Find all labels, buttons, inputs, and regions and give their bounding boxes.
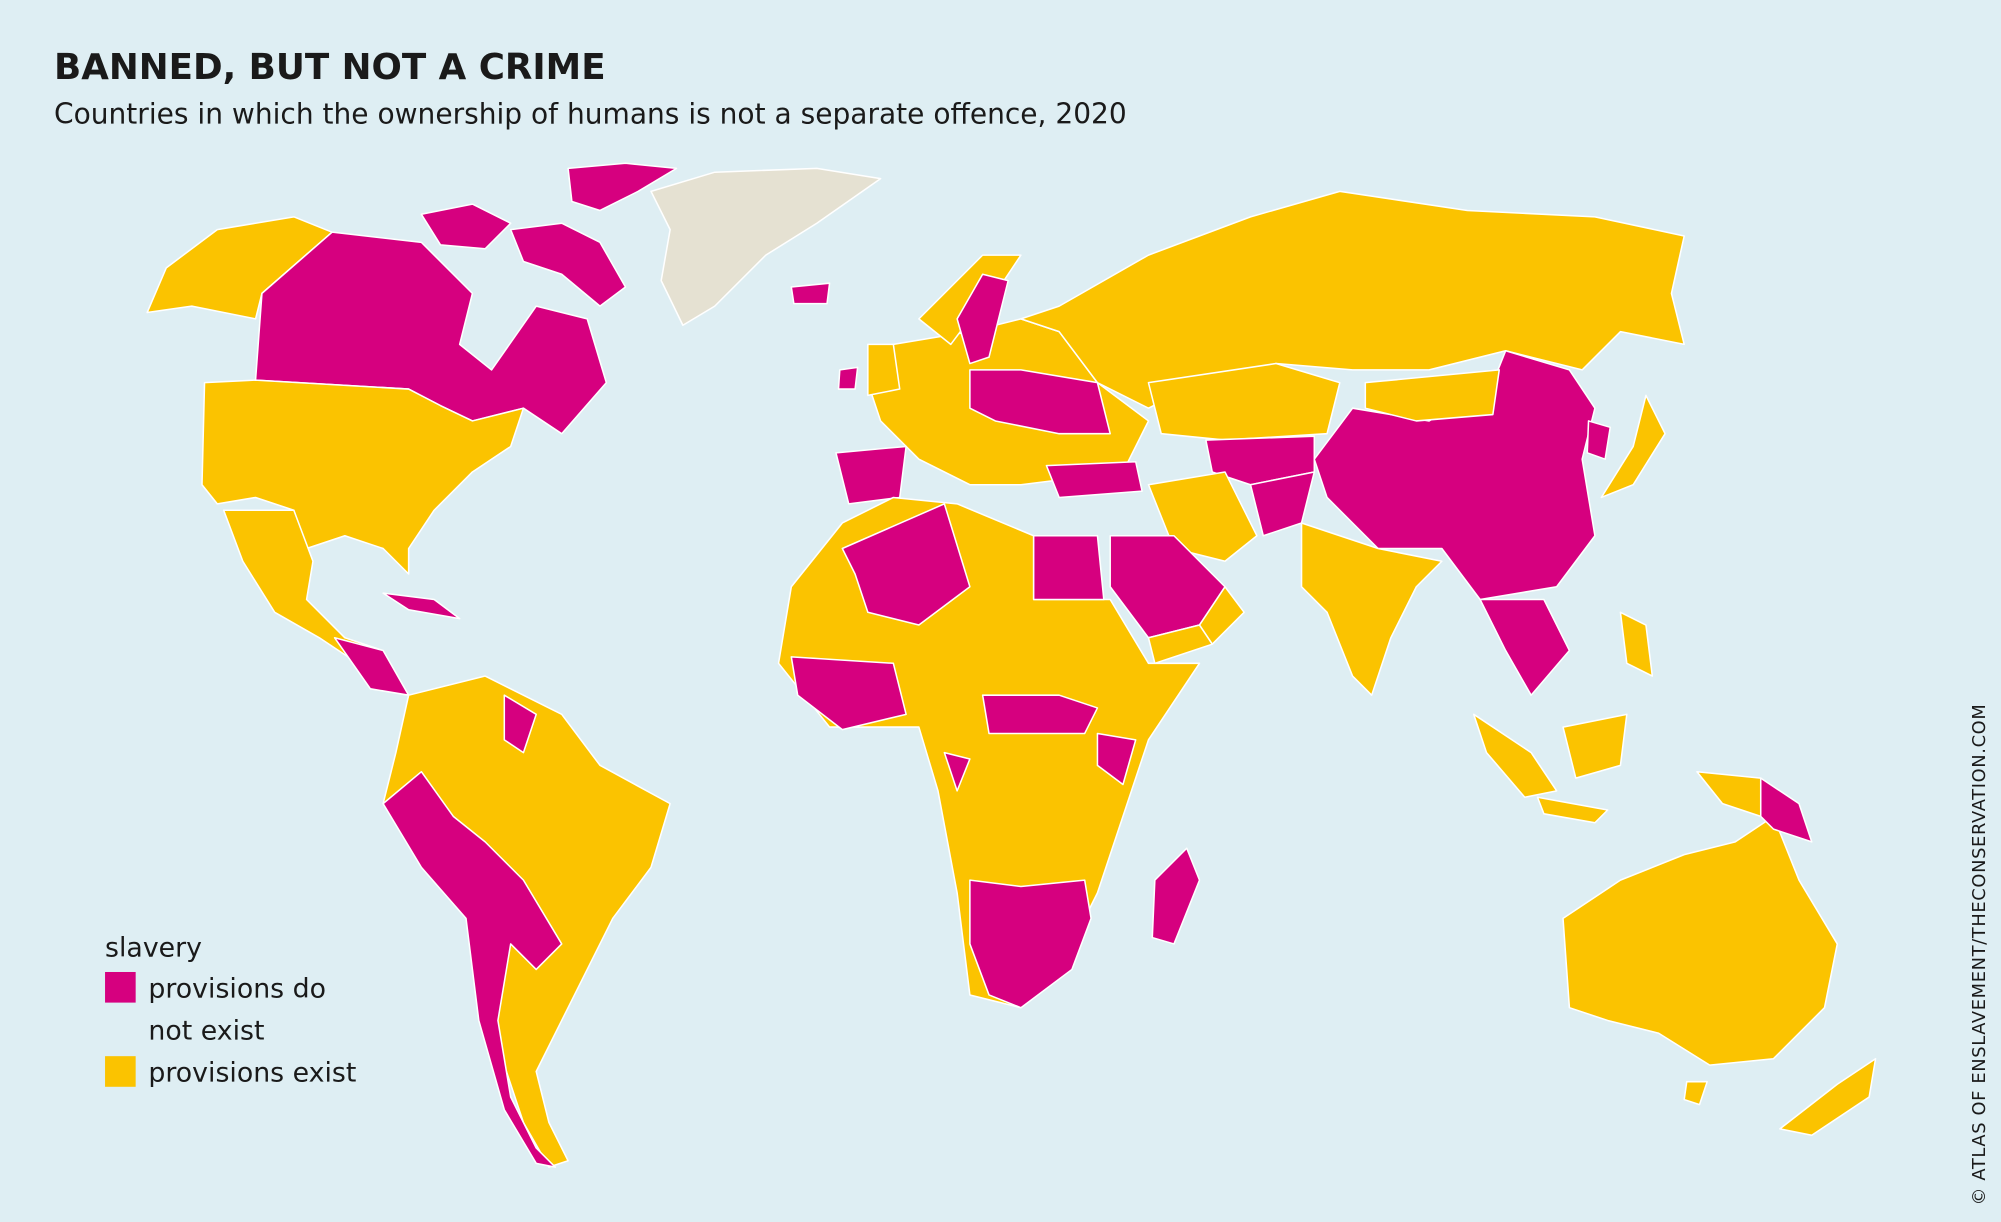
country (835, 445, 907, 505)
country (382, 592, 461, 620)
country (1779, 1057, 1877, 1137)
country (1586, 420, 1611, 460)
country (790, 656, 907, 731)
country (1479, 598, 1571, 696)
country (1600, 394, 1666, 499)
title: BANNED, BUT NOT A CRIME (54, 47, 606, 88)
country (1151, 847, 1201, 945)
legend-label: provisions do (148, 973, 326, 1004)
country (1536, 796, 1609, 824)
country (943, 751, 971, 792)
legend-title: slavery (105, 933, 202, 964)
country (503, 694, 537, 754)
country (956, 273, 1009, 365)
country (969, 879, 1092, 1009)
greenland (650, 167, 882, 327)
legend-items: provisions do not exist provisions exist (105, 971, 356, 1089)
country (837, 366, 859, 390)
country (867, 343, 901, 397)
country (201, 379, 525, 575)
legend-swatch (105, 971, 136, 1003)
country (567, 162, 678, 212)
country (790, 282, 831, 305)
country (1562, 713, 1628, 779)
country (1147, 624, 1214, 665)
country (1683, 1080, 1708, 1106)
country (1032, 534, 1105, 601)
country (777, 496, 1201, 1009)
country (981, 694, 1099, 735)
legend-swatch (105, 1056, 136, 1087)
country (969, 369, 1111, 435)
country (420, 203, 512, 250)
land (146, 162, 1877, 1168)
country (509, 222, 627, 307)
credit: © ATLAS OF ENSLAVEMENT/THECONSERVATION.C… (1969, 704, 1990, 1206)
country (1472, 713, 1558, 798)
country (841, 503, 971, 626)
country (1619, 611, 1654, 677)
legend-label: provisions exist (148, 1058, 356, 1089)
country (1096, 732, 1137, 786)
country (382, 770, 563, 1168)
country (1364, 369, 1501, 422)
country (1562, 815, 1839, 1066)
legend-label: not exist (148, 1016, 264, 1047)
country (1300, 522, 1443, 696)
country (1759, 777, 1813, 843)
country (1147, 362, 1341, 441)
subtitle: Countries in which the ownership of huma… (54, 98, 1127, 131)
country (1045, 460, 1143, 499)
